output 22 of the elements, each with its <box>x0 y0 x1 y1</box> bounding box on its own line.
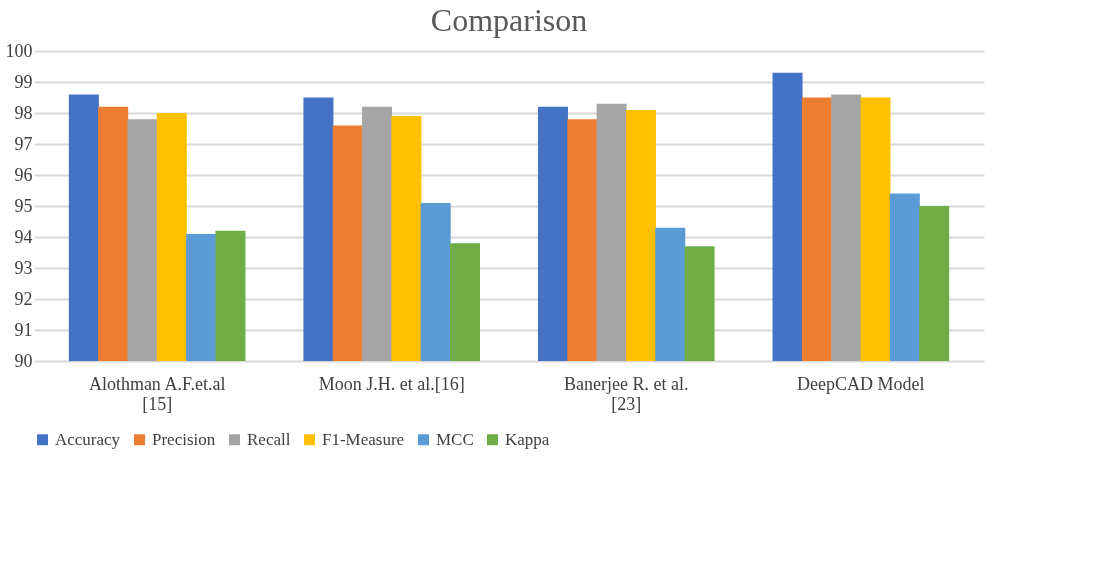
legend-label: F1-Measure <box>322 429 405 449</box>
legend-label: Precision <box>152 429 216 449</box>
x-tick-label: Moon J.H. et al.[16] <box>318 373 465 394</box>
chart-title: Comparison <box>430 2 588 38</box>
y-tick-label: 91 <box>14 319 33 340</box>
y-tick-label: 100 <box>5 40 33 61</box>
y-tick-label: 95 <box>14 195 33 216</box>
x-tick-label: Banerjee R. et al. [23] <box>564 373 689 414</box>
y-tick-label: 98 <box>14 102 33 123</box>
legend-label: MCC <box>436 429 474 449</box>
x-tick-label: DeepCAD Model <box>797 373 925 394</box>
y-tick-label: 96 <box>14 164 33 185</box>
legend-label: Recall <box>247 429 291 449</box>
y-tick-label: 94 <box>14 226 33 247</box>
y-tick-label: 99 <box>14 71 33 92</box>
y-tick-label: 93 <box>14 257 33 278</box>
y-tick-label: 97 <box>14 133 33 154</box>
y-tick-label: 92 <box>14 288 33 309</box>
x-tick-label: Alothman A.F.et.al [15] <box>88 373 226 414</box>
legend-label: Accuracy <box>55 429 121 449</box>
y-tick-label: 90 <box>14 350 33 371</box>
legend-label: Kappa <box>505 429 550 449</box>
